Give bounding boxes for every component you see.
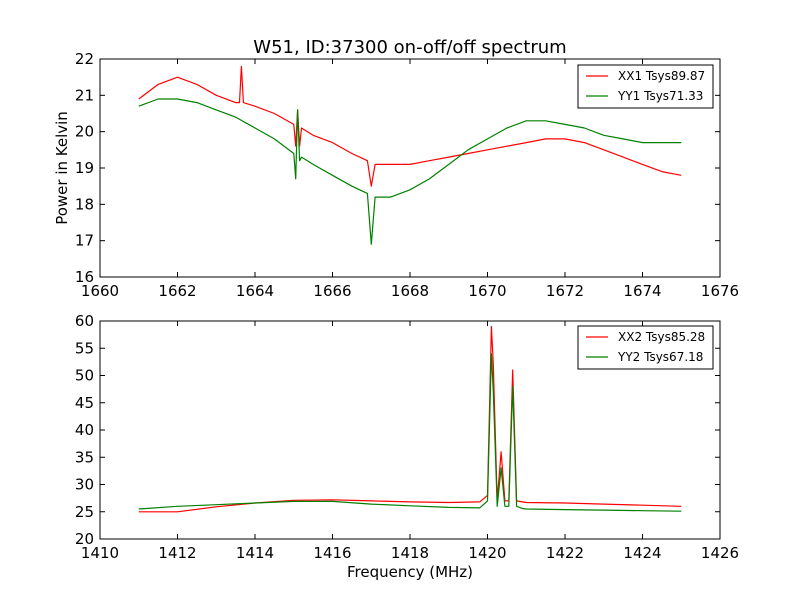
chart-bottom-x-tick-label: 1412 [158, 544, 196, 562]
chart-top-legend-label-2: YY1 Tsys71.33 [617, 89, 703, 103]
chart-bottom-x-tick-label: 1420 [468, 544, 506, 562]
chart-bottom-y-tick-label: 30 [75, 476, 94, 494]
chart-top-title: W51, ID:37300 on-off/off spectrum [253, 37, 566, 58]
chart-bottom-y-tick-label: 20 [75, 530, 94, 548]
chart-top-x-tick-label: 1662 [158, 282, 196, 300]
chart-bottom-series-line-1 [138, 325, 682, 513]
chart-bottom-legend-box [577, 325, 714, 370]
chart-bottom-legend-label-1: XX2 Tsys85.28 [618, 330, 705, 344]
chart-bottom-y-tick-label: 55 [75, 339, 94, 357]
chart-bottom-x-tick-label: 1410 [81, 544, 119, 562]
chart-top-x-tick-label: 1676 [701, 282, 739, 300]
chart-bottom-y-tick-label: 35 [75, 448, 94, 466]
chart-bottom-x-tick-label: 1424 [623, 544, 661, 562]
chart-top-y-tick-label: 19 [75, 159, 94, 177]
chart-top-legend-label-1: XX1 Tsys89.87 [618, 69, 705, 83]
chart-bottom-x-tick-label: 1426 [701, 544, 739, 562]
chart-top-y-tick-label: 16 [75, 268, 94, 286]
chart-bottom-y-tick-label: 50 [75, 367, 94, 385]
chart-bottom-series-line-2 [138, 353, 682, 512]
chart-top-series-line-2 [138, 98, 682, 245]
chart-top-x-tick-label: 1660 [81, 282, 119, 300]
chart-top: W51, ID:37300 on-off/off spectrum Power … [53, 37, 739, 300]
chart-bottom-x-tick-label: 1414 [236, 544, 274, 562]
chart-top-y-tick-label: 17 [75, 232, 94, 250]
chart-top-y-tick-label: 22 [75, 50, 94, 68]
chart-top-x-tick-label: 1668 [391, 282, 429, 300]
chart-bottom-y-tick-label: 45 [75, 394, 94, 412]
chart-top-y-tick-label: 20 [75, 123, 94, 141]
chart-bottom: Frequency (MHz) 1410 1412 1414 1416 1418 1420… [75, 312, 739, 581]
chart-top-y-tick-label: 21 [75, 86, 94, 104]
chart-top-legend-box [577, 64, 714, 109]
chart-top-y-tick-label: 18 [75, 195, 94, 213]
chart-bottom-x-tick-label: 1416 [313, 544, 351, 562]
chart-top-ylabel: Power in Kelvin [53, 111, 71, 225]
chart-bottom-x-tick-label: 1422 [546, 544, 584, 562]
chart-top-x-tick-label: 1674 [623, 282, 661, 300]
chart-top-x-tick-label: 1664 [236, 282, 274, 300]
chart-bottom-y-tick-label: 60 [75, 312, 94, 330]
chart-top-x-tick-label: 1672 [546, 282, 584, 300]
chart-top-series-line-1 [138, 65, 682, 187]
chart-bottom-y-tick-label: 40 [75, 421, 94, 439]
chart-bottom-xlabel: Frequency (MHz) [347, 563, 473, 581]
chart-bottom-x-tick-label: 1418 [391, 544, 429, 562]
chart-bottom-y-tick-label: 25 [75, 503, 94, 521]
chart-top-x-tick-label: 1666 [313, 282, 351, 300]
chart-bottom-legend-label-2: YY2 Tsys67.18 [617, 350, 703, 364]
chart-top-x-tick-label: 1670 [468, 282, 506, 300]
